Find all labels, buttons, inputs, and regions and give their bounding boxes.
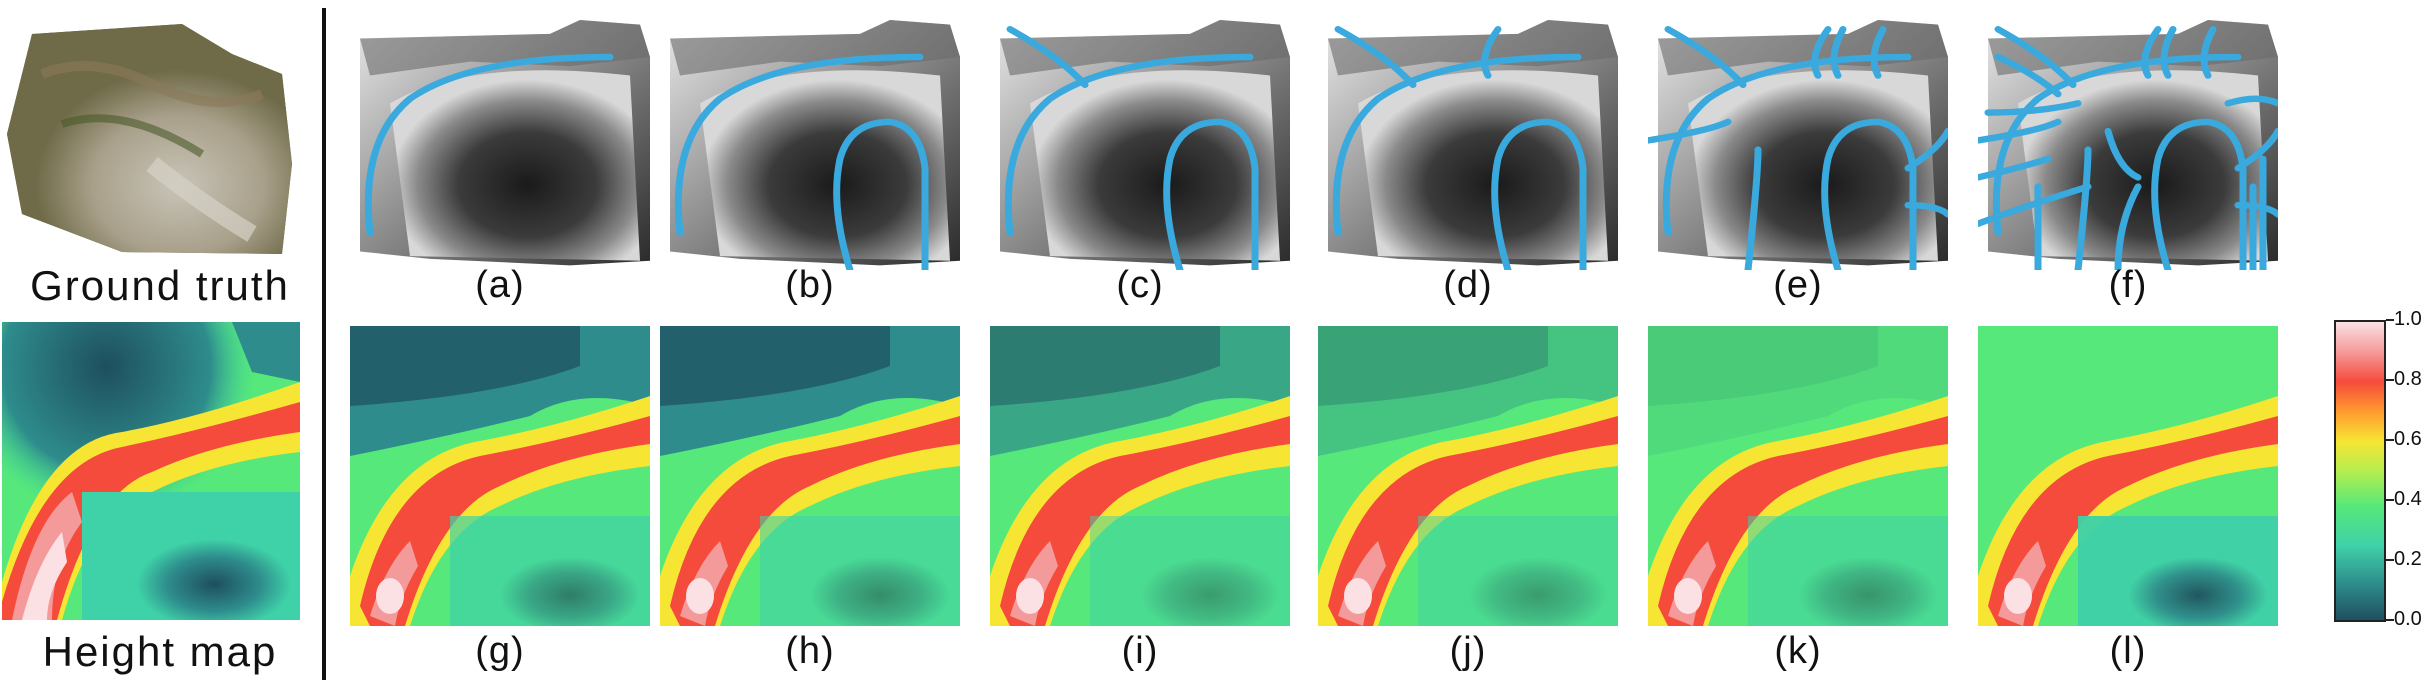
subfigure-label: (i)	[1121, 630, 1159, 672]
sketch-stroke	[1870, 26, 1887, 79]
ground-truth-caption: Ground truth	[30, 262, 290, 309]
sketch-stroke	[1904, 201, 1948, 218]
colorbar-tick-mark	[2386, 319, 2394, 321]
subfigure-label: (g)	[475, 630, 525, 672]
sketch-stroke	[1163, 118, 1259, 270]
sketch-stroke	[1978, 118, 2062, 144]
terrain-sketch-d	[1318, 20, 1618, 270]
colorbar-tick-mark	[2386, 619, 2394, 621]
height-map-i	[990, 326, 1290, 626]
height-map-k	[1648, 326, 1948, 626]
sketch-stroke	[1491, 118, 1587, 270]
sketch-stroke	[1984, 100, 2082, 116]
subfigure-label: (k)	[1774, 630, 1822, 672]
sketch-stroke	[364, 53, 614, 237]
height-map-caption: Height map	[42, 628, 278, 675]
sketch-stroke	[1664, 26, 1747, 89]
ground-truth-height-map	[2, 322, 300, 620]
sketch-stroke	[2200, 26, 2217, 79]
sketch-stroke	[2234, 127, 2278, 172]
terrain-sketch-c	[990, 20, 1290, 270]
sketch-stroke	[674, 53, 924, 237]
sketch-stroke	[1811, 26, 1832, 79]
sketch-stroke	[2074, 146, 2092, 270]
terrain-sketch-f	[1978, 20, 2278, 270]
subfigure-label: (b)	[785, 264, 835, 306]
subfigure-label: (l)	[2109, 630, 2147, 672]
colorbar-tick-label: 0.2	[2394, 548, 2422, 570]
sketch-stroke	[833, 118, 929, 270]
subfigure-label: (e)	[1773, 264, 1823, 306]
height-map-g	[350, 326, 650, 626]
terrain-sketch-e	[1648, 20, 1948, 270]
height-map-h	[660, 326, 960, 626]
sketch-stroke	[1332, 53, 1582, 237]
sketch-stroke	[1004, 53, 1254, 237]
subfigure-label: (f)	[2108, 264, 2148, 306]
colorbar-tick-mark	[2386, 559, 2394, 561]
height-map-j	[1318, 326, 1618, 626]
colorbar-tick-label: 1.0	[2394, 308, 2422, 330]
subfigure-label: (d)	[1443, 264, 1493, 306]
sketch-stroke	[2141, 26, 2162, 79]
sketch-stroke	[2151, 118, 2247, 270]
sketch-stroke	[1994, 53, 2062, 98]
terrain-sketch-a	[350, 20, 650, 270]
sketch-stroke	[2224, 95, 2278, 107]
terrain-sketch-b	[660, 20, 960, 270]
colorbar-tick-label: 0.0	[2394, 608, 2422, 630]
sketch-stroke	[1821, 118, 1917, 270]
sketch-stroke	[2160, 26, 2177, 79]
sketch-stroke	[2114, 183, 2142, 270]
sketch-stroke	[1648, 118, 1732, 144]
sketch-stroke	[1978, 155, 2052, 181]
height-map-l	[1978, 326, 2278, 626]
sketch-stroke	[1481, 26, 1502, 79]
sketch-stroke	[2104, 127, 2142, 181]
sketch-stroke	[1006, 26, 1089, 89]
sketch-stroke	[1904, 127, 1948, 172]
colorbar	[2334, 320, 2386, 622]
subfigure-label: (c)	[1116, 264, 1164, 306]
sketch-stroke	[1744, 146, 1762, 270]
subfigure-label: (j)	[1449, 630, 1487, 672]
ground-truth-image	[2, 14, 300, 262]
subfigure-label: (h)	[785, 630, 835, 672]
colorbar-tick-mark	[2386, 379, 2394, 381]
sketch-stroke	[1994, 26, 2077, 89]
colorbar-tick-label: 0.6	[2394, 428, 2422, 450]
sketch-stroke	[1830, 26, 1847, 79]
sketch-stroke	[1334, 26, 1417, 89]
sketch-stroke	[1978, 183, 2092, 227]
subfigure-label: (a)	[475, 264, 525, 306]
colorbar-tick-label: 0.4	[2394, 488, 2422, 510]
colorbar-tick-mark	[2386, 499, 2394, 501]
colorbar-tick-label: 0.8	[2394, 368, 2422, 390]
panel-divider	[322, 8, 326, 680]
colorbar-tick-mark	[2386, 439, 2394, 441]
